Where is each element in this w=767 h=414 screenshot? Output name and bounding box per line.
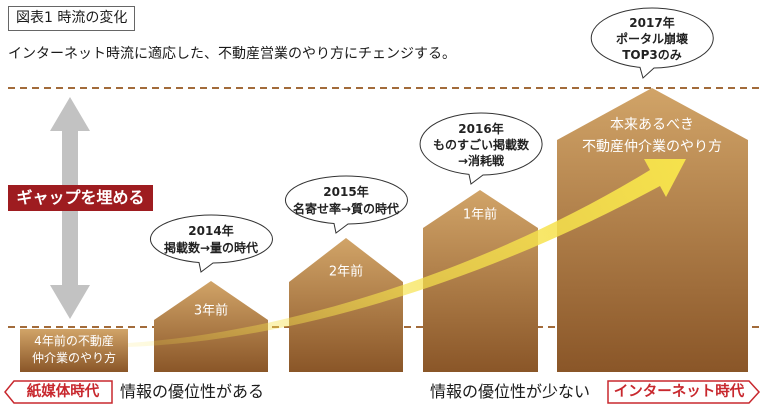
bubble-2016-year: 2016年 (458, 122, 504, 136)
bubble-2014-caption: 掲載数→量の時代 (163, 241, 259, 255)
internet-era-label: インターネット時代 (613, 383, 745, 400)
bubble-2015-year: 2015年 (323, 185, 369, 199)
bubble-2016 (419, 112, 543, 185)
house-1-year-ago (423, 190, 538, 372)
bubble-2016-caption-line2: →消耗戦 (457, 154, 505, 168)
paper-era-tag (4, 380, 113, 404)
house-label-3-years-ago: 3年前 (193, 303, 229, 319)
house-label-2-years-ago: 2年前 (328, 264, 364, 280)
bubble-2015 (284, 175, 408, 234)
bubble-2014 (149, 214, 273, 273)
house-label-1-year-ago: 1年前 (462, 207, 498, 223)
house-3-years-ago (154, 281, 268, 372)
house-ideal (557, 88, 748, 372)
info-less-advantage-text: 情報の優位性が少ない (430, 382, 591, 401)
info-advantage-text: 情報の優位性がある (120, 382, 265, 401)
bubble-2016-caption-line1: ものすごい掲載数 (432, 138, 530, 152)
paper-era-label: 紙媒体時代 (26, 383, 100, 400)
bubble-2015-caption: 名寄せ率→質の時代 (292, 202, 400, 216)
bubble-2017-caption-line1: ポータル崩壊 (615, 32, 689, 46)
bubble-2014-year: 2014年 (188, 224, 234, 238)
stage-label-4-years-ago-line1: 4年前の不動産 (34, 334, 114, 348)
house-label-ideal-line2: 不動産仲介業のやり方 (582, 139, 722, 155)
internet-era-tag (607, 380, 761, 404)
gap-label: ギャップを埋める (8, 185, 153, 211)
bubble-2017-caption-line2: TOP3のみ (622, 48, 682, 62)
stage-label-4-years-ago-line2: 仲介業のやり方 (31, 351, 117, 365)
bubble-2017-year: 2017年 (629, 16, 675, 30)
subtitle: インターネット時流に適応した、不動産営業のやり方にチェンジする。 (8, 46, 456, 62)
stage-box-4-years-ago (20, 329, 128, 372)
figure-label: 図表1 時流の変化 (8, 6, 136, 31)
house-label-ideal-line1: 本来あるべき (610, 117, 694, 133)
bubble-2017 (590, 7, 714, 79)
